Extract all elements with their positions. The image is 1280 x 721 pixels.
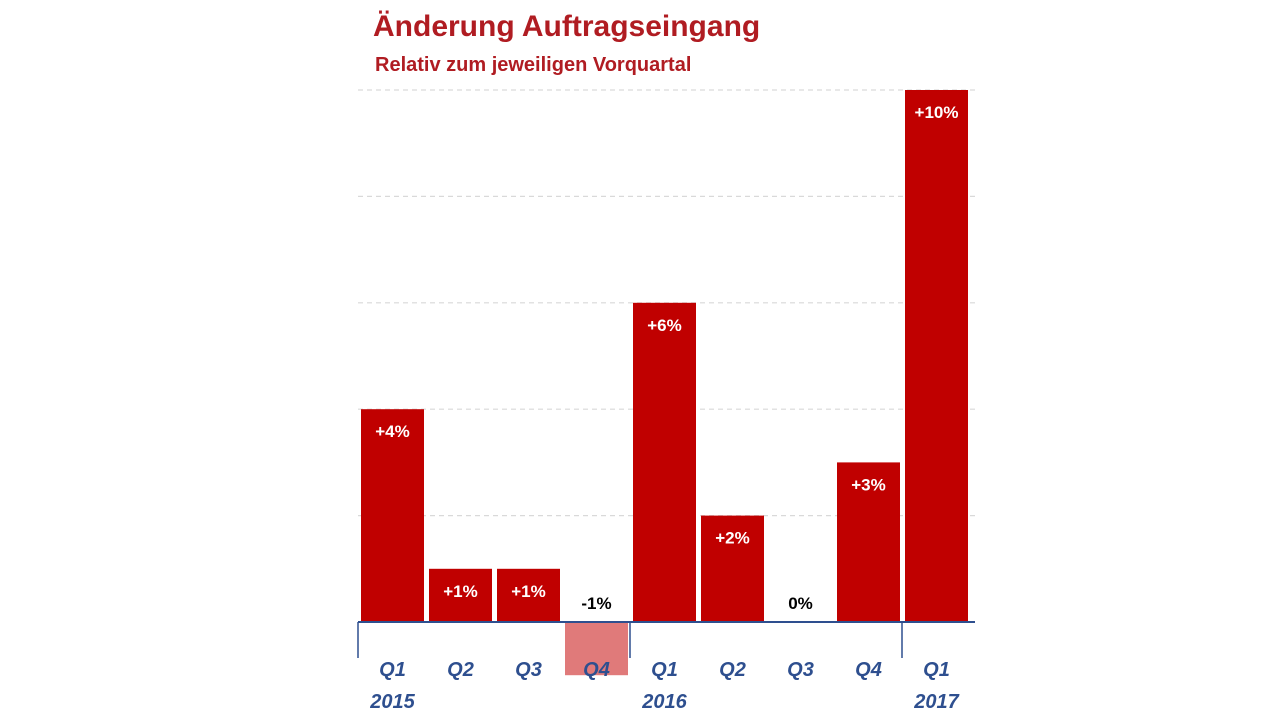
year-label: 2015 (369, 691, 415, 713)
bar (905, 90, 968, 622)
chart-subtitle: Relativ zum jeweiligen Vorquartal (375, 54, 692, 76)
bar (361, 409, 424, 622)
data-label: +6% (647, 316, 682, 335)
bars (361, 90, 968, 676)
category-labels: Q1 Q2 Q3 Q4 Q1 Q2 Q3 Q4 Q1 2015 2016 2017 (369, 659, 959, 713)
data-label: +4% (375, 422, 410, 441)
data-label: +3% (851, 475, 886, 494)
category-label: Q1 (379, 659, 406, 681)
bar (837, 462, 900, 622)
bar (429, 568, 492, 622)
category-label: Q1 (651, 659, 678, 681)
bar (701, 515, 764, 622)
data-label: -1% (581, 594, 611, 613)
category-label: Q1 (923, 659, 950, 681)
year-label: 2017 (913, 691, 959, 713)
category-label: Q3 (787, 659, 814, 681)
category-label: Q3 (515, 659, 542, 681)
category-label: Q4 (583, 659, 610, 681)
category-label: Q4 (855, 659, 882, 681)
category-label: Q2 (447, 659, 474, 681)
bar (633, 302, 696, 622)
category-label: Q2 (719, 659, 746, 681)
data-labels: +4% +1% +1% -1% +6% +2% 0% +3% +10% (375, 103, 958, 613)
year-label: 2016 (641, 691, 687, 713)
data-label: +1% (443, 582, 478, 601)
data-label: +10% (915, 103, 959, 122)
bar (565, 622, 628, 676)
data-label: +1% (511, 582, 546, 601)
chart-title: Änderung Auftragseingang (373, 10, 761, 43)
data-label: 0% (788, 594, 813, 613)
data-label: +2% (715, 529, 750, 548)
bar (497, 568, 560, 622)
x-axis (357, 621, 975, 658)
